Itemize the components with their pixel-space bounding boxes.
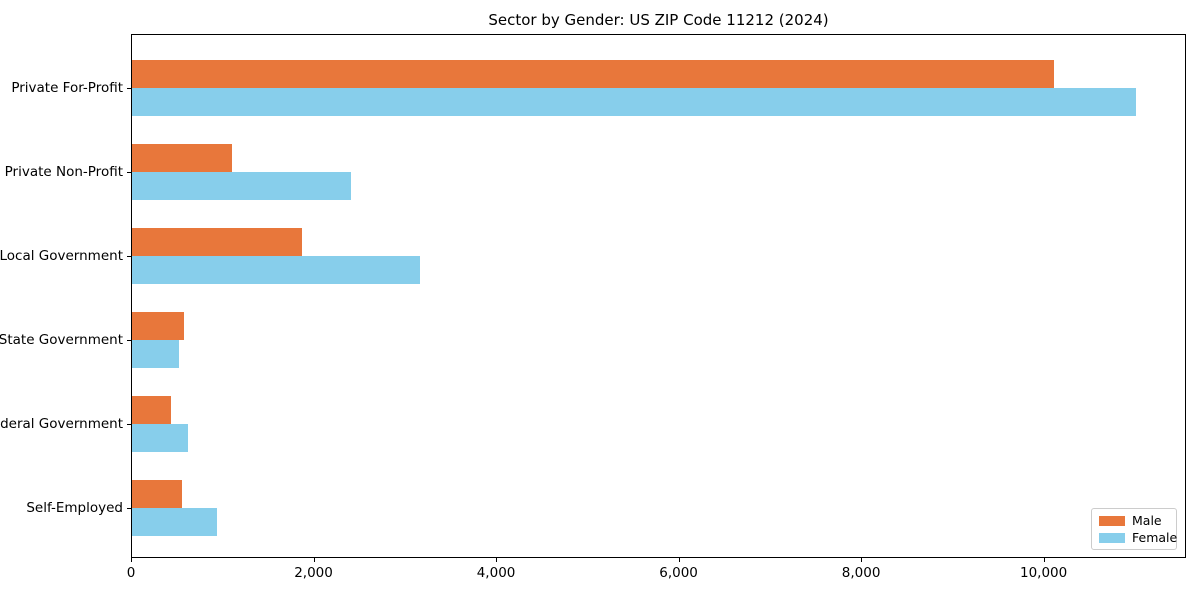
x-tick-mark bbox=[861, 558, 863, 562]
legend-swatch bbox=[1099, 515, 1125, 526]
y-tick-mark bbox=[127, 172, 131, 173]
x-tick-mark bbox=[678, 558, 680, 562]
bar-male-private-non-profit bbox=[132, 144, 232, 172]
y-tick-mark bbox=[127, 340, 131, 341]
legend-label: Female bbox=[1132, 530, 1178, 545]
y-tick-label-state-government: State Government bbox=[0, 332, 123, 348]
legend: Male Female bbox=[1091, 508, 1177, 550]
bar-male-federal-government bbox=[132, 396, 171, 424]
y-tick-mark bbox=[127, 256, 131, 257]
y-tick-mark bbox=[127, 88, 131, 89]
bar-male-self-employed bbox=[132, 480, 182, 508]
bar-female-private-non-profit bbox=[132, 172, 351, 200]
bar-female-private-for-profit bbox=[132, 88, 1136, 116]
bar-female-state-government bbox=[132, 340, 179, 368]
x-tick-label: 2,000 bbox=[294, 565, 333, 581]
plot-area bbox=[131, 34, 1186, 558]
x-tick-mark bbox=[313, 558, 315, 562]
y-tick-label-federal-government: Federal Government bbox=[0, 416, 123, 432]
x-tick-label: 6,000 bbox=[659, 565, 698, 581]
x-tick-label: 4,000 bbox=[476, 565, 516, 581]
bar-female-local-government bbox=[132, 256, 420, 284]
bar-male-private-for-profit bbox=[132, 60, 1054, 88]
y-tick-mark bbox=[127, 508, 131, 509]
y-tick-label-local-government: Local Government bbox=[0, 248, 123, 264]
x-tick-label: 0 bbox=[126, 565, 136, 581]
y-tick-mark bbox=[127, 424, 131, 425]
y-tick-label-self-employed: Self-Employed bbox=[26, 500, 123, 516]
legend-entry-female: Female bbox=[1099, 531, 1177, 544]
legend-swatch bbox=[1099, 532, 1125, 543]
bar-male-state-government bbox=[132, 312, 184, 340]
bar-female-self-employed bbox=[132, 508, 217, 536]
y-tick-label-private-non-profit: Private Non-Profit bbox=[4, 164, 123, 180]
x-tick-mark bbox=[1043, 558, 1045, 562]
y-tick-label-private-for-profit: Private For-Profit bbox=[11, 80, 123, 96]
bar-male-local-government bbox=[132, 228, 302, 256]
chart-title: Sector by Gender: US ZIP Code 11212 (202… bbox=[488, 11, 829, 29]
legend-label: Male bbox=[1132, 513, 1162, 528]
x-tick-mark bbox=[496, 558, 498, 562]
x-tick-label: 8,000 bbox=[841, 565, 881, 581]
x-tick-mark bbox=[131, 558, 132, 562]
legend-entry-male: Male bbox=[1099, 514, 1169, 527]
bar-female-federal-government bbox=[132, 424, 188, 452]
x-tick-label: 10,000 bbox=[1020, 565, 1068, 581]
